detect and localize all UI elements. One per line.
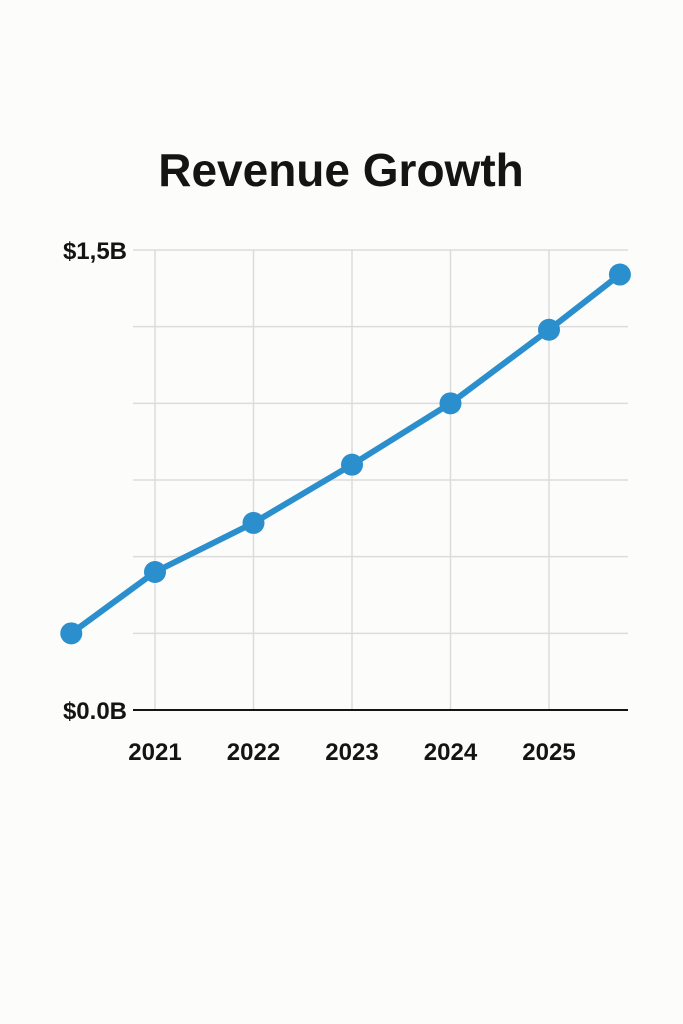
y-tick-label: $1,5B xyxy=(63,238,127,265)
axes: 2021 2022 2023 2024 2025 $0.0B $1,5B xyxy=(63,238,628,766)
grid xyxy=(133,249,628,710)
data-point xyxy=(60,622,83,645)
x-tick-label: 2023 xyxy=(325,739,378,766)
x-tick-label: 2025 xyxy=(522,739,575,766)
data-point xyxy=(242,511,265,534)
x-tick-label: 2024 xyxy=(424,739,478,766)
data-point xyxy=(341,453,363,476)
data-point xyxy=(144,561,166,583)
data-point xyxy=(439,392,462,415)
x-tick-label: 2021 xyxy=(128,739,181,766)
data-point xyxy=(608,263,631,286)
series xyxy=(60,263,631,645)
x-tick-label: 2022 xyxy=(227,739,280,766)
y-tick-label: $0.0B xyxy=(63,698,127,725)
chart-title: Revenue Growth xyxy=(158,144,524,196)
data-point xyxy=(538,318,560,341)
